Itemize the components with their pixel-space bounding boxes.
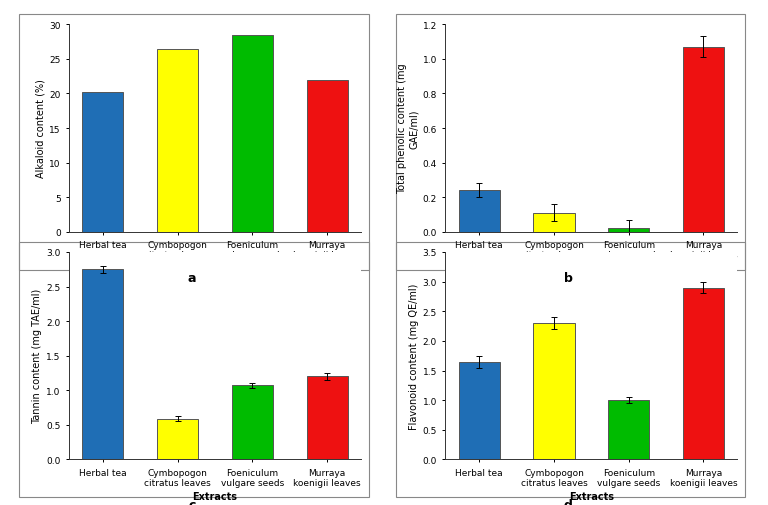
Bar [82,93,124,232]
Bar [458,362,500,460]
Bar [458,191,500,232]
Text: c: c [188,498,196,505]
X-axis label: Extracts: Extracts [193,264,237,274]
Y-axis label: Total phenolic content (mg
GAE/ml): Total phenolic content (mg GAE/ml) [397,64,419,194]
Bar [608,400,649,460]
Bar [232,386,273,460]
Bar [534,213,574,232]
Bar [82,270,124,460]
Bar [157,49,198,232]
X-axis label: Extracts: Extracts [569,264,614,274]
Bar [232,36,273,232]
Y-axis label: Flavonoid content (mg QE/ml): Flavonoid content (mg QE/ml) [409,283,419,429]
X-axis label: Extracts: Extracts [569,491,614,501]
Bar [157,419,198,460]
Bar [306,80,348,232]
Bar [534,324,574,460]
Bar [683,47,724,232]
Legend: Herbal tea, Cymbopogon citratus leaves: Herbal tea, Cymbopogon citratus leaves [112,310,318,328]
Y-axis label: Tannin content (mg TAE/ml): Tannin content (mg TAE/ml) [32,288,42,424]
Text: a: a [187,271,197,284]
Text: d: d [564,498,573,505]
Y-axis label: Alkaloid content (%): Alkaloid content (%) [35,79,45,178]
Bar [306,377,348,460]
Text: b: b [564,271,573,284]
Bar [608,229,649,232]
X-axis label: Extracts: Extracts [193,491,237,501]
Bar [683,288,724,460]
Legend: Herbal tea, Cymbopogon citratus leaves: Herbal tea, Cymbopogon citratus leaves [488,310,694,328]
